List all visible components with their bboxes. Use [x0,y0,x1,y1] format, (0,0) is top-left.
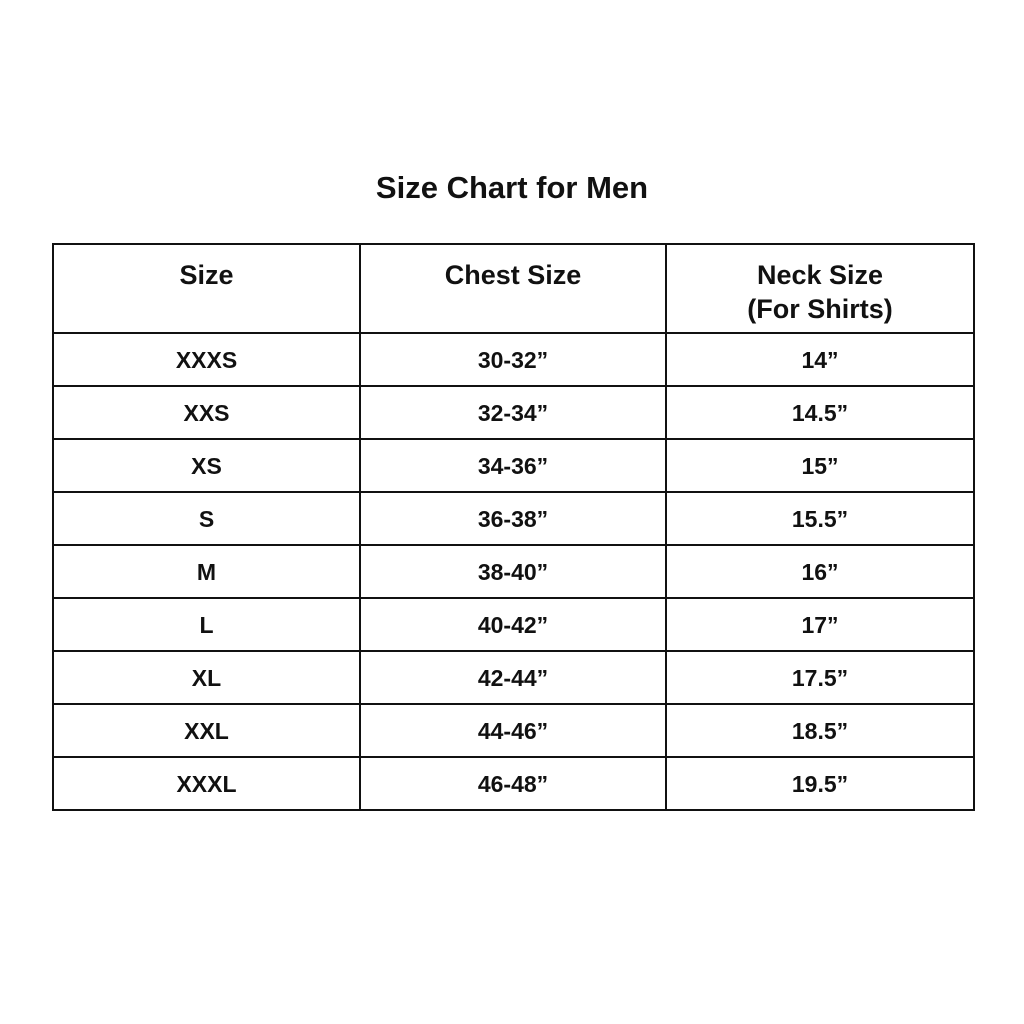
table-row: XXL 44-46” 18.5” [52,703,975,758]
cell-neck-size: 14.5” [665,385,975,440]
cell-chest-size: 46-48” [359,756,667,811]
table-row: XXS 32-34” 14.5” [52,385,975,440]
table-row: XL 42-44” 17.5” [52,650,975,705]
cell-chest-size: 40-42” [359,597,667,652]
cell-neck-size: 18.5” [665,703,975,758]
cell-neck-size: 17” [665,597,975,652]
cell-neck-size: 14” [665,332,975,387]
table-row: M 38-40” 16” [52,544,975,599]
table-row: S 36-38” 15.5” [52,491,975,546]
cell-chest-size: 30-32” [359,332,667,387]
cell-size: XL [52,650,361,705]
cell-size: XXL [52,703,361,758]
header-label: Neck Size [756,260,884,290]
header-row: Size Chest Size Neck Size (For Shirts) [52,243,975,334]
header-neck-size: Neck Size (For Shirts) [665,243,975,334]
cell-neck-size: 15.5” [665,491,975,546]
cell-size: XXXL [52,756,361,811]
cell-neck-size: 16” [665,544,975,599]
cell-size: M [52,544,361,599]
cell-neck-size: 19.5” [665,756,975,811]
header-chest-size: Chest Size [359,243,667,334]
cell-chest-size: 34-36” [359,438,667,493]
cell-chest-size: 44-46” [359,703,667,758]
table-row: XS 34-36” 15” [52,438,975,493]
cell-chest-size: 36-38” [359,491,667,546]
cell-neck-size: 17.5” [665,650,975,705]
header-label: Size [179,260,234,290]
cell-chest-size: 32-34” [359,385,667,440]
table-row: XXXL 46-48” 19.5” [52,756,975,811]
page-title: Size Chart for Men [375,170,649,205]
cell-neck-size: 15” [665,438,975,493]
cell-size: XXS [52,385,361,440]
cell-chest-size: 42-44” [359,650,667,705]
header-size: Size [52,243,361,334]
size-chart-table: Size Chest Size Neck Size (For Shirts) XX… [52,243,975,811]
cell-size: S [52,491,361,546]
header-label: Chest Size [444,260,582,290]
cell-size: XXXS [52,332,361,387]
cell-size: L [52,597,361,652]
table-row: L 40-42” 17” [52,597,975,652]
table-row: XXXS 30-32” 14” [52,332,975,387]
header-sublabel: (For Shirts) [747,294,893,324]
cell-size: XS [52,438,361,493]
cell-chest-size: 38-40” [359,544,667,599]
